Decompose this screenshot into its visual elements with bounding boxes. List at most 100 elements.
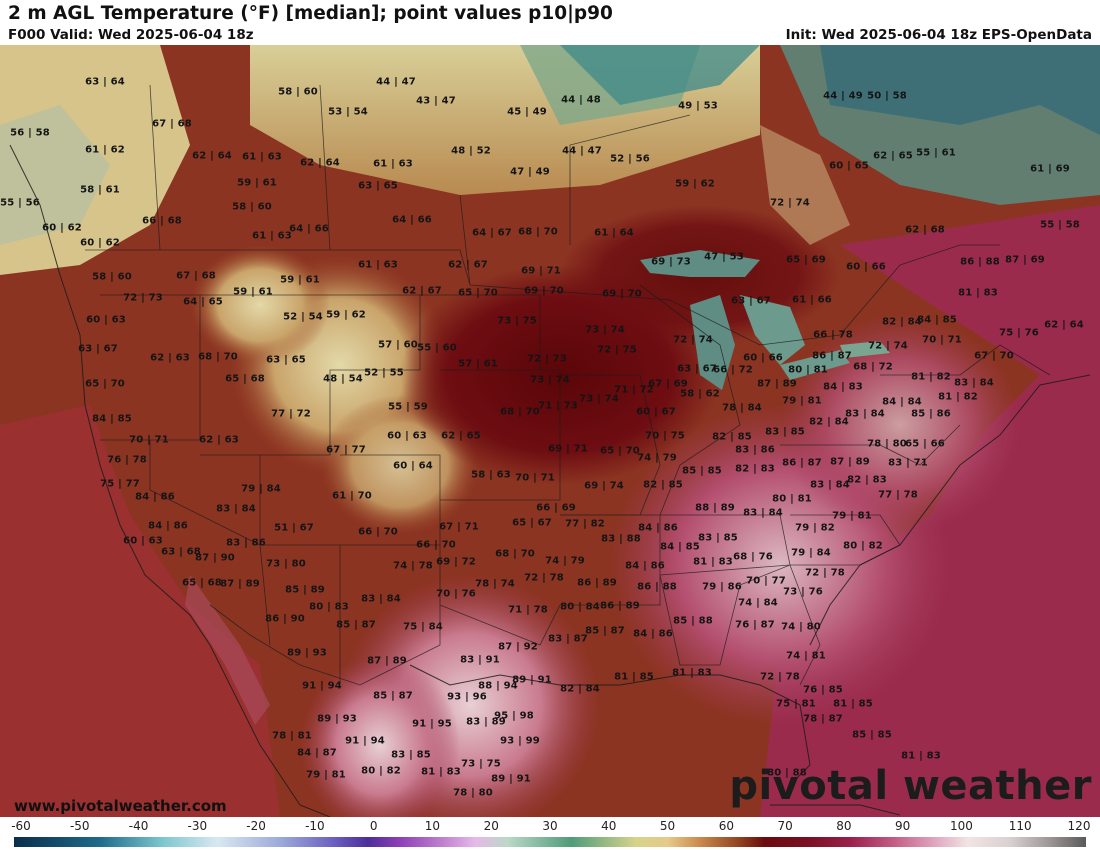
point-value: 79 | 84 — [791, 547, 831, 559]
point-value: 71 | 73 — [538, 400, 578, 412]
point-value: 83 | 84 — [743, 507, 783, 519]
point-value: 80 | 81 — [772, 493, 812, 505]
point-value: 91 | 95 — [412, 718, 452, 730]
point-value: 65 | 66 — [905, 438, 945, 450]
point-value: 61 | 63 — [373, 158, 413, 170]
point-value: 86 | 88 — [637, 581, 677, 593]
point-value: 65 | 69 — [786, 254, 826, 266]
point-value: 49 | 53 — [678, 100, 718, 112]
point-value: 65 | 70 — [600, 445, 640, 457]
point-value: 63 | 67 — [677, 363, 717, 375]
colorbar-tick-label: 30 — [542, 819, 558, 833]
point-value: 80 | 81 — [788, 364, 828, 376]
point-value: 78 | 74 — [475, 578, 515, 590]
point-value: 61 | 69 — [1030, 163, 1070, 175]
point-value: 81 | 82 — [938, 391, 978, 403]
point-value: 89 | 91 — [512, 674, 552, 686]
point-value: 51 | 67 — [274, 522, 314, 534]
point-value: 88 | 89 — [695, 502, 735, 514]
colorbar: -60 -50 -40 -30 -20 -10 0 10 20 30 40 50 60 70 80 90 100… — [0, 817, 1100, 850]
point-value: 59 | 61 — [233, 286, 273, 298]
point-value: 48 | 52 — [451, 145, 491, 157]
website-label[interactable]: www.pivotalweather.com — [14, 797, 227, 815]
temperature-map[interactable]: 63 | 64 58 | 60 44 | 47 43 | 47 53 | 54 45 | … — [0, 45, 1100, 817]
point-value: 87 | 89 — [367, 655, 407, 667]
point-value: 52 | 56 — [610, 153, 650, 165]
point-value: 67 | 71 — [439, 521, 479, 533]
point-value: 73 | 80 — [266, 558, 306, 570]
point-value: 59 | 62 — [675, 178, 715, 190]
point-value: 61 | 70 — [332, 490, 372, 502]
point-value: 81 | 83 — [672, 667, 712, 679]
colorbar-tick-label: -50 — [69, 819, 90, 833]
point-value: 80 | 82 — [843, 540, 883, 552]
point-value: 60 | 63 — [86, 314, 126, 326]
point-value: 75 | 81 — [776, 698, 816, 710]
point-value: 72 | 73 — [527, 353, 567, 365]
point-value: 47 | 53 — [704, 251, 744, 263]
point-value: 64 | 67 — [472, 227, 512, 239]
point-value: 60 | 66 — [846, 261, 886, 273]
point-value: 70 | 76 — [436, 588, 476, 600]
point-value: 50 | 58 — [867, 90, 907, 102]
point-value: 58 | 63 — [471, 469, 511, 481]
point-value: 68 | 72 — [853, 361, 893, 373]
point-value: 65 | 67 — [512, 517, 552, 529]
point-value: 66 | 68 — [142, 215, 182, 227]
point-value: 87 | 90 — [195, 552, 235, 564]
point-value: 66 | 69 — [536, 502, 576, 514]
point-value: 60 | 62 — [80, 237, 120, 249]
point-value: 83 | 87 — [548, 633, 588, 645]
point-value: 73 | 74 — [530, 374, 570, 386]
point-value: 78 | 81 — [272, 730, 312, 742]
point-value: 45 | 49 — [507, 106, 547, 118]
point-value: 82 | 84 — [560, 683, 600, 695]
point-value: 71 | 72 — [614, 384, 654, 396]
point-value: 61 | 62 — [85, 144, 125, 156]
point-value: 80 | 82 — [361, 765, 401, 777]
point-value: 84 | 86 — [625, 560, 665, 572]
point-value: 83 | 86 — [735, 444, 775, 456]
colorbar-tick-label: -30 — [187, 819, 208, 833]
point-value: 87 | 89 — [220, 578, 260, 590]
point-value: 62 | 65 — [873, 150, 913, 162]
point-value: 48 | 54 — [323, 373, 363, 385]
point-value: 87 | 89 — [757, 378, 797, 390]
point-value: 87 | 92 — [498, 641, 538, 653]
point-value: 43 | 47 — [416, 95, 456, 107]
point-value: 61 | 63 — [252, 230, 292, 242]
point-value: 78 | 87 — [803, 713, 843, 725]
init-time: Init: Wed 2025-06-04 18z EPS-OpenData — [785, 27, 1092, 43]
point-value: 66 | 70 — [416, 539, 456, 551]
point-value: 69 | 74 — [584, 480, 624, 492]
point-value: 93 | 96 — [447, 691, 487, 703]
point-value: 73 | 76 — [783, 586, 823, 598]
point-value: 73 | 75 — [461, 758, 501, 770]
point-value: 60 | 63 — [387, 430, 427, 442]
colorbar-tick-label: 80 — [836, 819, 852, 833]
colorbar-tick-label: 10 — [424, 819, 441, 833]
point-value: 83 | 71 — [888, 457, 928, 469]
point-value: 74 | 81 — [786, 650, 826, 662]
colorbar-tick-label: -40 — [128, 819, 149, 833]
point-value: 69 | 73 — [651, 256, 691, 268]
point-value: 72 | 74 — [673, 334, 713, 346]
point-value: 59 | 61 — [280, 274, 320, 286]
point-value: 73 | 75 — [497, 315, 537, 327]
point-value: 74 | 84 — [738, 597, 778, 609]
point-value: 85 | 86 — [911, 408, 951, 420]
point-value: 71 | 78 — [508, 604, 548, 616]
point-value: 72 | 78 — [805, 567, 845, 579]
point-value: 68 | 70 — [495, 548, 535, 560]
point-value: 82 | 84 — [882, 316, 922, 328]
point-value: 83 | 88 — [601, 533, 641, 545]
point-value: 85 | 89 — [285, 584, 325, 596]
point-value: 68 | 70 — [500, 406, 540, 418]
point-value: 81 | 85 — [614, 671, 654, 683]
point-value: 62 | 64 — [1044, 319, 1084, 331]
map-title: 2 m AGL Temperature (°F) [median]; point… — [8, 3, 613, 24]
point-value: 84 | 87 — [297, 747, 337, 759]
point-value: 67 | 69 — [648, 378, 688, 390]
point-value: 79 | 86 — [702, 581, 742, 593]
point-value: 81 | 83 — [901, 750, 941, 762]
